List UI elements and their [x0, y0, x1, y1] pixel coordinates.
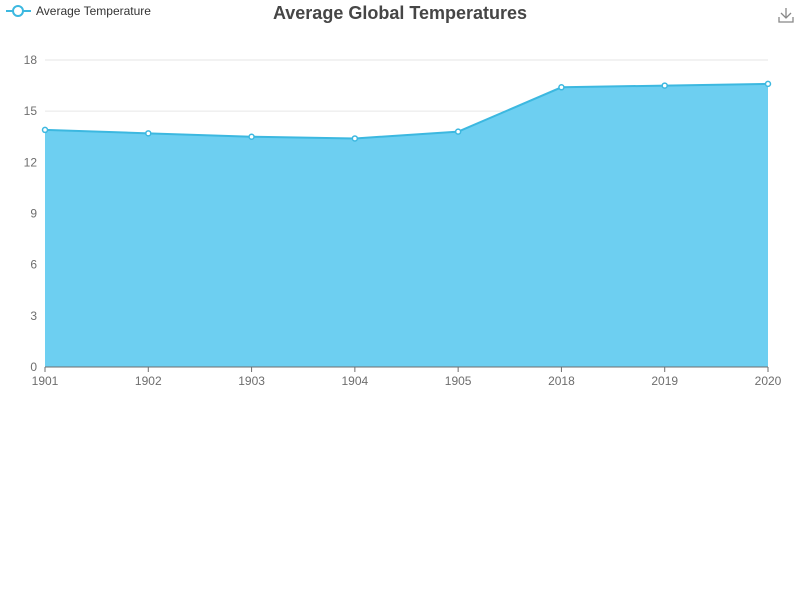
data-point: [454, 128, 462, 135]
y-tick-label: 15: [24, 104, 38, 118]
area-fill: [45, 83, 768, 367]
x-tick-label: 1904: [342, 374, 369, 388]
y-tick-label: 12: [24, 155, 38, 169]
x-tick-label: 2019: [651, 374, 678, 388]
data-point: [248, 133, 255, 140]
area-series: [44, 82, 769, 367]
legend[interactable]: Average Temperature: [6, 4, 151, 18]
data-point: [351, 135, 359, 142]
y-tick-label: 6: [30, 258, 37, 272]
axes: 0 3 6 9 12 15 18 1901 1902 1903 1904 1905 2018 2019 20…: [24, 53, 782, 388]
data-point: [41, 126, 49, 134]
data-point: [145, 130, 152, 137]
y-tick-label: 3: [30, 309, 37, 323]
data-point: [558, 84, 565, 91]
x-tick-label: 1901: [32, 374, 59, 388]
data-point: [764, 80, 772, 88]
y-tick-label: 0: [30, 360, 37, 374]
download-icon[interactable]: [778, 8, 794, 23]
x-tick-label: 1902: [135, 374, 162, 388]
x-tick-label: 1903: [238, 374, 265, 388]
series-line: [44, 82, 769, 140]
data-points: [41, 80, 772, 142]
chart-title: Average Global Temperatures: [273, 3, 527, 23]
x-tick-label: 2018: [548, 374, 575, 388]
data-point: [661, 82, 668, 89]
y-tick-label: 9: [30, 207, 37, 221]
x-tick-label: 1905: [445, 374, 472, 388]
legend-circle-marker: [12, 5, 24, 17]
y-tick-label: 18: [24, 53, 38, 67]
legend-label: Average Temperature: [36, 4, 151, 18]
x-tick-label: 2020: [755, 374, 782, 388]
